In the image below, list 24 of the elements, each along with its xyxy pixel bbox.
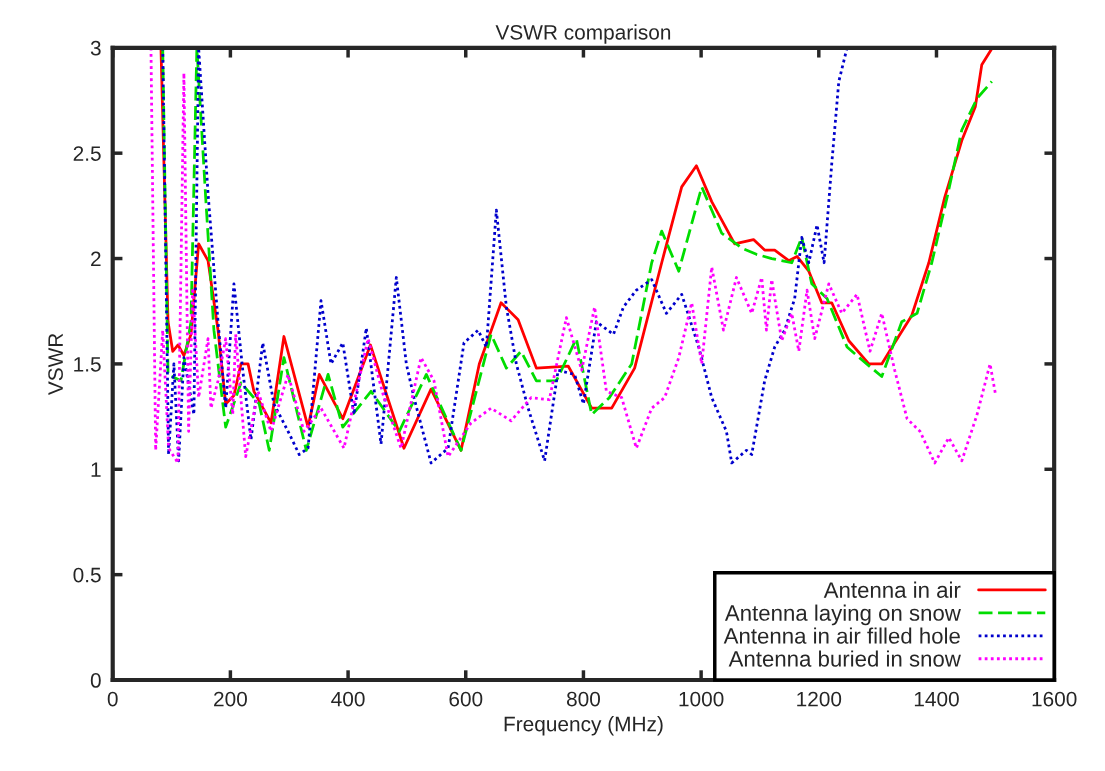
legend-label: Antenna buried in snow <box>728 650 961 667</box>
y-tick-label: 3 <box>90 40 101 56</box>
legend-label: Antenna in air filled hole <box>723 627 960 644</box>
y-axis-title: VSWR <box>48 333 63 396</box>
x-tick-label: 0 <box>107 691 118 707</box>
x-tick-label: 800 <box>566 691 601 707</box>
y-tick-label: 2.5 <box>73 146 101 161</box>
x-tick-label: 1000 <box>679 691 724 707</box>
y-tick-label: 1.5 <box>74 357 101 372</box>
line-series <box>161 47 849 465</box>
legend-label: Antenna laying on snow <box>724 604 961 626</box>
legend-label: Antenna in air <box>823 581 961 598</box>
x-tick-label: 600 <box>449 691 483 707</box>
chart-title: VSWR comparison <box>495 24 671 44</box>
y-tick-label: 0 <box>90 673 101 688</box>
y-tick-label: 0.5 <box>73 567 101 583</box>
x-tick-label: 1600 <box>1032 691 1077 707</box>
x-tick-label: 1200 <box>797 691 842 707</box>
x-tick-label: 200 <box>214 691 247 707</box>
x-axis-title: Frequency (MHz) <box>504 716 663 736</box>
x-tick-label: 1400 <box>914 691 959 707</box>
y-tick-label: 1 <box>91 462 101 477</box>
y-tick-label: 2 <box>91 251 101 267</box>
x-tick-label: 400 <box>331 691 365 707</box>
